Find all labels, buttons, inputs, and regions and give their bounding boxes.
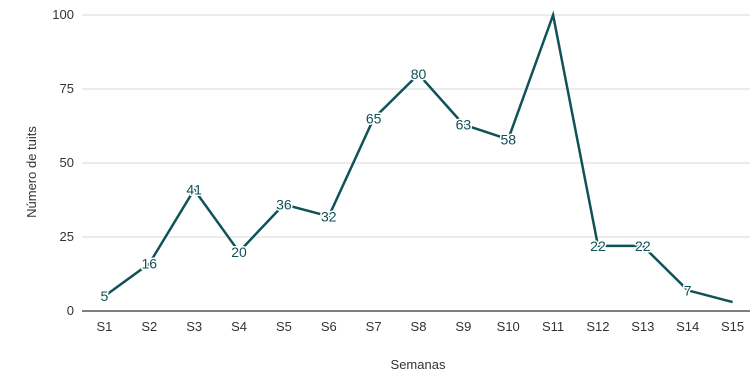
data-label: 41 [186, 182, 202, 198]
x-tick-label: S14 [676, 319, 699, 334]
x-tick-label: S11 [542, 319, 564, 334]
gridlines [82, 14, 750, 238]
data-label: 36 [276, 196, 292, 212]
x-tick-label: S1 [96, 319, 112, 334]
data-label: 22 [635, 238, 651, 254]
data-label: 80 [411, 66, 427, 82]
y-tick-labels: 0 25 50 75 100 [52, 7, 74, 318]
x-tick-label: S15 [721, 319, 744, 334]
y-tick-label: 50 [60, 155, 74, 170]
data-label: 20 [231, 244, 247, 260]
data-label: 16 [142, 256, 158, 272]
data-label: 32 [321, 208, 337, 224]
y-axis-title: Número de tuits [24, 126, 39, 218]
data-label: 63 [456, 117, 472, 133]
data-label: 65 [366, 111, 382, 127]
x-tick-label: S3 [186, 319, 202, 334]
x-axis-title: Semanas [391, 357, 446, 372]
x-tick-label: S2 [141, 319, 157, 334]
x-tick-label: S10 [497, 319, 520, 334]
data-label: 22 [590, 238, 606, 254]
x-tick-label: S5 [276, 319, 292, 334]
x-tick-label: S8 [411, 319, 427, 334]
data-labels: 5 16 41 20 36 32 65 80 63 58 22 22 7 [99, 65, 693, 306]
data-label: 5 [101, 288, 109, 304]
data-label: 58 [500, 131, 516, 147]
y-tick-label: 0 [67, 303, 74, 318]
x-tick-labels: S1 S2 S3 S4 S5 S6 S7 S8 S9 S10 S11 S12 S13 S14 S15 [96, 319, 744, 334]
y-tick-label: 100 [52, 7, 74, 22]
y-tick-label: 25 [60, 229, 74, 244]
x-tick-label: S6 [321, 319, 337, 334]
series-line [103, 10, 733, 304]
data-label: 7 [684, 282, 692, 298]
x-tick-label: S4 [231, 319, 247, 334]
x-tick-label: S12 [586, 319, 609, 334]
y-tick-label: 75 [60, 81, 74, 96]
x-tick-label: S7 [366, 319, 382, 334]
x-tick-label: S9 [455, 319, 471, 334]
x-tick-label: S13 [631, 319, 654, 334]
